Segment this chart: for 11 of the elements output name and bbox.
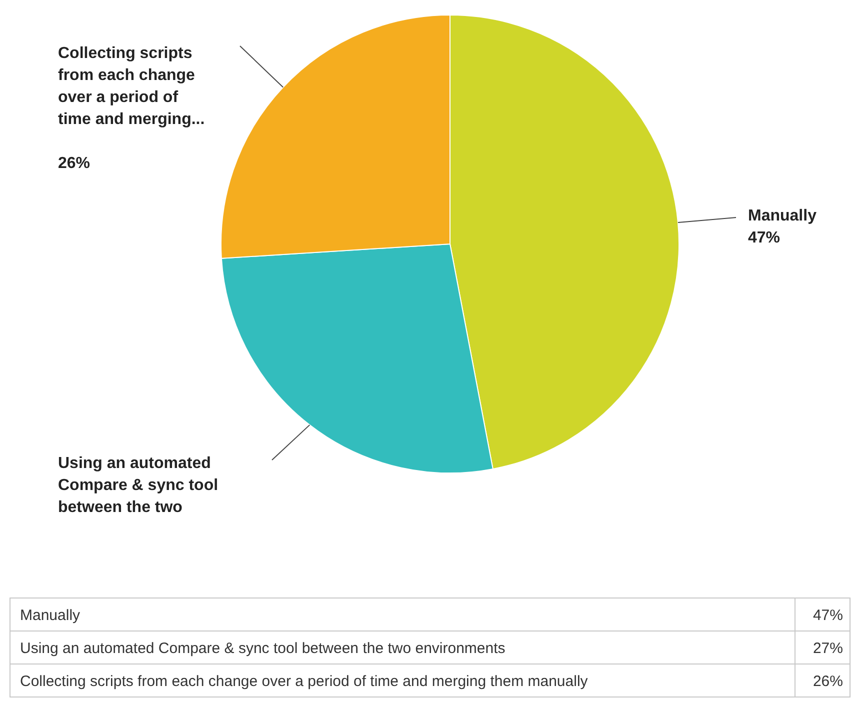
text: 27% [812,640,843,657]
text: Collecting scripts from each change over a period of time and merging them manually [20,673,588,690]
data-label: 26% [58,155,90,172]
slice-label: Using an automated Compare & sync tool between the two [58,455,218,516]
text: Using an automated Compare & sync tool between the two environments [20,640,506,657]
text: 26% [812,673,843,690]
text: 47% [812,607,843,624]
data-label: 47% [748,229,780,246]
slice-label: Collecting scripts from each change over a period of time and merging... [58,45,205,128]
slice-label: Manually [748,207,817,224]
text: Manually [20,607,81,624]
